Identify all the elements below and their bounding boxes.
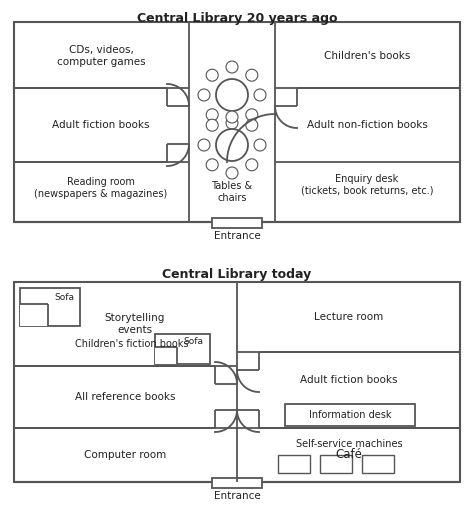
Circle shape bbox=[226, 111, 238, 123]
Bar bbox=[275, 88, 297, 106]
Text: Sofa: Sofa bbox=[183, 337, 203, 347]
Text: Adult non-fiction books: Adult non-fiction books bbox=[307, 120, 428, 130]
Circle shape bbox=[198, 89, 210, 101]
Text: Café: Café bbox=[336, 449, 363, 461]
Circle shape bbox=[198, 139, 210, 151]
Text: Information desk: Information desk bbox=[309, 410, 391, 420]
Bar bbox=[362, 455, 394, 473]
Bar bbox=[212, 218, 262, 228]
Text: Reading room
(newspapers & magazines): Reading room (newspapers & magazines) bbox=[35, 177, 168, 199]
Text: All reference books: All reference books bbox=[75, 392, 175, 402]
Text: Enquiry desk
(tickets, book returns, etc.): Enquiry desk (tickets, book returns, etc… bbox=[301, 174, 433, 196]
Circle shape bbox=[206, 109, 218, 121]
Circle shape bbox=[246, 69, 258, 81]
Text: Computer room: Computer room bbox=[84, 450, 166, 460]
Text: CDs, videos,
computer games: CDs, videos, computer games bbox=[57, 45, 146, 67]
Text: Sofa: Sofa bbox=[54, 293, 74, 303]
Bar bbox=[14, 22, 460, 222]
Text: Lecture room: Lecture room bbox=[314, 312, 383, 322]
Circle shape bbox=[216, 129, 248, 161]
Circle shape bbox=[254, 139, 266, 151]
Bar bbox=[285, 404, 415, 426]
Text: Adult fiction books: Adult fiction books bbox=[300, 375, 398, 385]
Text: Tables &
chairs: Tables & chairs bbox=[211, 181, 253, 203]
Circle shape bbox=[246, 109, 258, 121]
Text: Central Library 20 years ago: Central Library 20 years ago bbox=[137, 12, 337, 25]
Bar bbox=[20, 288, 80, 326]
Text: Entrance: Entrance bbox=[214, 491, 260, 501]
Circle shape bbox=[226, 61, 238, 73]
Bar bbox=[167, 144, 189, 162]
Bar bbox=[320, 455, 352, 473]
Circle shape bbox=[216, 79, 248, 111]
Bar bbox=[215, 366, 237, 384]
Bar bbox=[212, 478, 262, 488]
Text: Central Library today: Central Library today bbox=[163, 268, 311, 281]
Bar bbox=[237, 410, 259, 428]
Bar bbox=[14, 282, 460, 482]
Bar bbox=[215, 410, 237, 428]
Bar bbox=[278, 455, 310, 473]
Circle shape bbox=[206, 159, 218, 171]
Bar bbox=[237, 352, 259, 370]
Circle shape bbox=[246, 119, 258, 131]
Circle shape bbox=[254, 89, 266, 101]
Bar bbox=[155, 334, 210, 364]
Text: Entrance: Entrance bbox=[214, 231, 260, 241]
Circle shape bbox=[206, 119, 218, 131]
Circle shape bbox=[206, 69, 218, 81]
Text: Self-service machines: Self-service machines bbox=[296, 439, 402, 449]
Circle shape bbox=[246, 159, 258, 171]
Bar bbox=[20, 304, 48, 326]
Text: Storytelling
events: Storytelling events bbox=[105, 313, 165, 335]
Bar bbox=[155, 347, 177, 364]
Circle shape bbox=[226, 117, 238, 129]
Text: Children's fiction books: Children's fiction books bbox=[75, 339, 189, 349]
Circle shape bbox=[226, 167, 238, 179]
Text: Children's books: Children's books bbox=[324, 51, 410, 61]
Text: Adult fiction books: Adult fiction books bbox=[52, 120, 150, 130]
Bar bbox=[167, 88, 189, 106]
